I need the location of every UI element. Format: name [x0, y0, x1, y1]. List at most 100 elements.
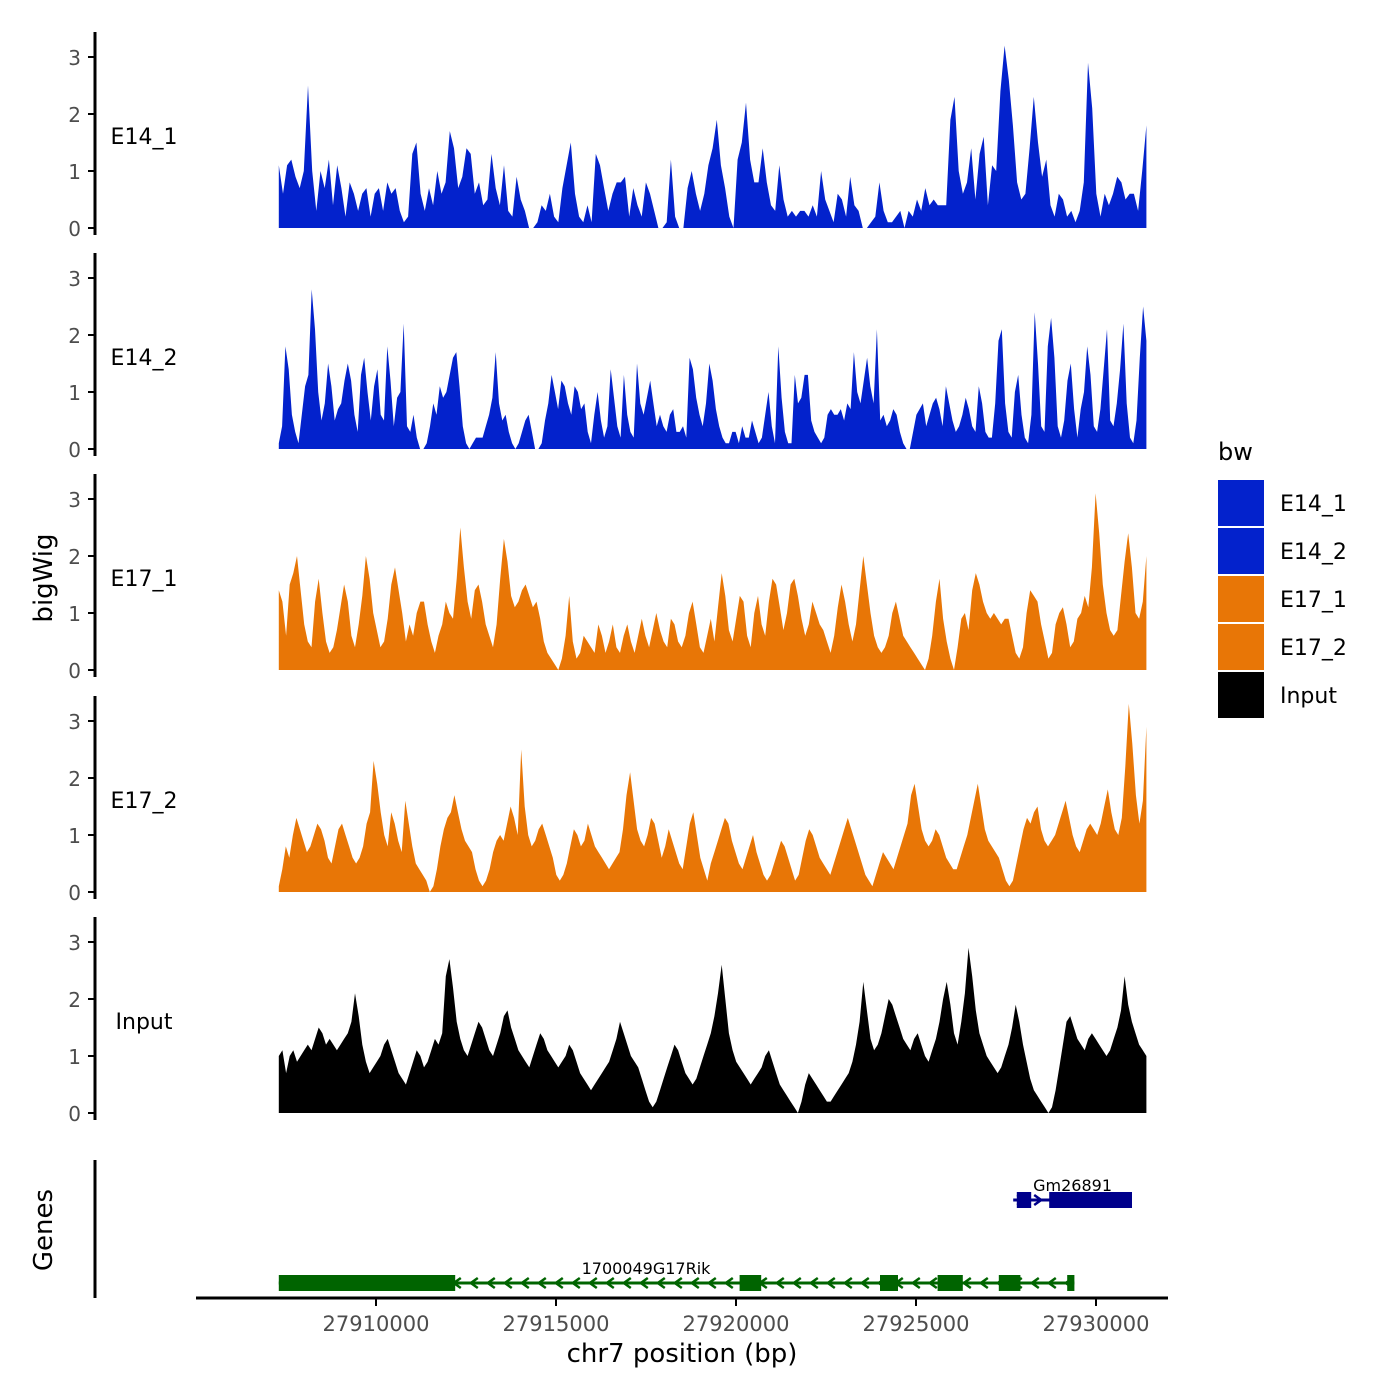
strand-arrow	[536, 1276, 547, 1290]
legend-swatch	[1218, 624, 1264, 670]
strand-arrow	[621, 1276, 632, 1290]
strand-arrow	[825, 1276, 836, 1290]
gene-gm26891: Gm26891	[1013, 1176, 1132, 1208]
track-e17-1: 0 1 2 3 E17_1	[68, 474, 1147, 683]
legend-item-e14-1: E14_1	[1218, 480, 1347, 526]
y-tick-label: 1	[68, 160, 81, 184]
legend-label: E14_1	[1280, 492, 1347, 517]
gene-exon	[998, 1275, 1021, 1291]
strand-arrow	[655, 1276, 666, 1290]
y-tick-label: 1	[68, 602, 81, 626]
legend-label: E14_2	[1280, 540, 1347, 565]
y-tick-label: 3	[68, 931, 81, 955]
y-tick-label: 1	[68, 824, 81, 848]
gene-exon	[739, 1275, 762, 1291]
y-tick-label: 2	[68, 103, 81, 127]
gene-1700049g17rik: 1700049G17Rik	[278, 1259, 1075, 1291]
gene-track: Gm26891 1700049G17Rik	[93, 1160, 1132, 1298]
strand-arrow	[774, 1276, 785, 1290]
strand-arrow	[604, 1276, 615, 1290]
legend-title: bw	[1218, 438, 1253, 466]
signal-area	[278, 45, 1147, 228]
strand-arrow	[1029, 1276, 1040, 1290]
strand-arrow	[1033, 1193, 1044, 1207]
y-tick-label: 3	[68, 710, 81, 734]
genes-axis-title: Genes	[29, 1189, 59, 1271]
strand-arrow	[672, 1276, 683, 1290]
track-input: 0 1 2 3 Input	[68, 917, 1147, 1126]
strand-arrow	[638, 1276, 649, 1290]
strand-arrow	[587, 1276, 598, 1290]
y-tick-label: 0	[68, 881, 81, 905]
strand-arrow	[689, 1276, 700, 1290]
strand-arrow	[723, 1276, 734, 1290]
x-tick-label: 27910000	[323, 1312, 430, 1336]
track-e14-1: 0 1 2 3 E14_1	[68, 32, 1147, 241]
strand-arrow	[1046, 1276, 1057, 1290]
y-tick-label: 0	[68, 1102, 81, 1126]
strand-arrow	[553, 1276, 564, 1290]
gene-exon	[1067, 1275, 1075, 1291]
legend-item-input: Input	[1218, 672, 1337, 718]
legend-swatch	[1218, 576, 1264, 622]
y-tick-label: 3	[68, 46, 81, 70]
track-label: E14_1	[111, 125, 178, 150]
track-e14-2: 0 1 2 3 E14_2	[68, 253, 1147, 462]
legend-label: Input	[1280, 684, 1337, 709]
track-e17-2: 0 1 2 3 E17_2	[68, 696, 1147, 905]
y-tick-label: 0	[68, 217, 81, 241]
track-label: E17_2	[111, 789, 178, 814]
legend-swatch	[1218, 528, 1264, 574]
y-tick-label: 2	[68, 324, 81, 348]
signal-area	[278, 289, 1147, 449]
y-tick-label: 2	[68, 767, 81, 791]
x-axis-title: chr7 position (bp)	[567, 1339, 798, 1369]
legend-swatch	[1218, 480, 1264, 526]
signal-area	[278, 947, 1147, 1113]
strand-arrow	[706, 1276, 717, 1290]
strand-arrow	[485, 1276, 496, 1290]
strand-arrow	[808, 1276, 819, 1290]
legend-label: E17_2	[1280, 636, 1347, 661]
x-tick-label: 27920000	[683, 1312, 790, 1336]
strand-arrow	[468, 1276, 479, 1290]
gene-exon	[937, 1275, 963, 1291]
y-tick-label: 2	[68, 988, 81, 1012]
gene-exon	[278, 1275, 456, 1291]
strand-arrow	[502, 1276, 513, 1290]
legend-item-e17-2: E17_2	[1218, 624, 1347, 670]
strand-arrow	[961, 1276, 972, 1290]
track-label: E14_2	[111, 346, 178, 371]
strand-arrow	[791, 1276, 802, 1290]
legend-label: E17_1	[1280, 588, 1347, 613]
track-label: Input	[116, 1010, 173, 1035]
gene-exon	[1016, 1192, 1032, 1208]
strand-arrow	[978, 1276, 989, 1290]
strand-arrow	[842, 1276, 853, 1290]
signal-area	[278, 703, 1147, 892]
x-axis: 27910000 27915000 27920000 27925000 27930000	[196, 1296, 1168, 1336]
gene-exon	[1049, 1192, 1132, 1208]
y-tick-label: 2	[68, 545, 81, 569]
y-tick-label: 0	[68, 438, 81, 462]
x-tick-label: 27930000	[1043, 1312, 1150, 1336]
strand-arrow	[910, 1276, 921, 1290]
legend: E14_1 E14_2 E17_1 E17_2 Input	[1218, 480, 1347, 718]
gene-exon	[880, 1275, 898, 1291]
gene-label: 1700049G17Rik	[582, 1259, 712, 1278]
y-tick-label: 3	[68, 488, 81, 512]
legend-item-e17-1: E17_1	[1218, 576, 1347, 622]
strand-arrow	[859, 1276, 870, 1290]
gene-label: Gm26891	[1033, 1176, 1112, 1195]
y-tick-label: 1	[68, 381, 81, 405]
y-axis-title: bigWig	[29, 533, 59, 622]
legend-item-e14-2: E14_2	[1218, 528, 1347, 574]
strand-arrow	[927, 1276, 938, 1290]
strand-arrow	[519, 1276, 530, 1290]
legend-swatch	[1218, 672, 1264, 718]
x-tick-label: 27915000	[503, 1312, 610, 1336]
strand-arrow	[570, 1276, 581, 1290]
x-tick-label: 27925000	[863, 1312, 970, 1336]
y-tick-label: 3	[68, 267, 81, 291]
